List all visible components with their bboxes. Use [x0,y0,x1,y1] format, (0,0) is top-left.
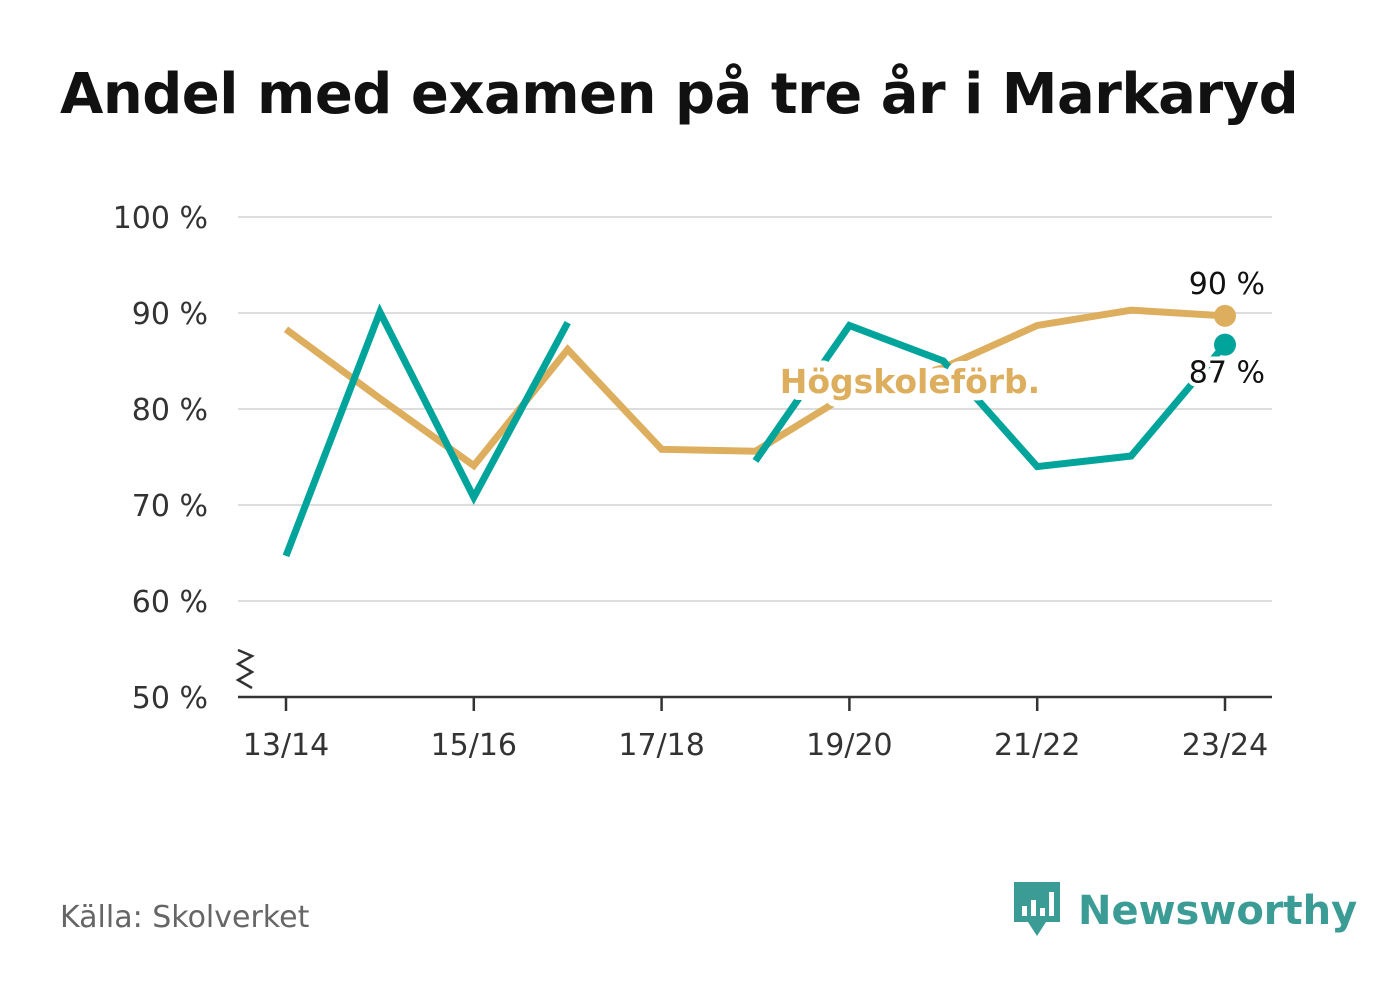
brand-logo[interactable]: Newsworthy [1010,878,1357,944]
x-tick-label: 15/16 [431,728,517,763]
axes: 50 % 60 % 70 % 80 % 90 % 100 % 13/14 15/16 17/18… [113,201,1272,763]
y-tick-label: 60 % [132,585,208,620]
series-label: Högskoleförb. [780,362,1040,401]
data-labels: 90 % 87 % Högskoleförb. [773,267,1269,408]
end-point [1214,304,1236,327]
x-tick-label: 19/20 [806,728,892,763]
x-tick-label: 23/24 [1182,728,1268,763]
y-tick-label: 90 % [132,297,208,332]
y-tick-label: 80 % [132,393,208,428]
gridlines [238,216,1272,602]
x-tick-label: 17/18 [618,728,704,763]
end-point [1214,333,1236,356]
series-lines [282,303,1236,558]
series-line-teal [282,303,571,558]
end-value-label: 90 % [1189,267,1265,302]
chart-title: Andel med examen på tre år i Markaryd [60,62,1299,127]
brand-name: Newsworthy [1078,888,1358,934]
series-line-teal [752,321,1228,471]
y-tick-label: 70 % [132,489,208,524]
y-tick-label: 50 % [132,681,208,716]
x-tick-label: 13/14 [243,728,329,763]
axis-break-icon [235,648,255,690]
newsworthy-logo-icon [1010,878,1064,944]
x-tick-label: 21/22 [994,728,1080,763]
series-line-hogskoleforb [283,306,1226,471]
y-tick-label: 100 % [113,201,208,236]
source-note: Källa: Skolverket [60,900,310,935]
end-value-label: 87 % [1189,356,1265,391]
